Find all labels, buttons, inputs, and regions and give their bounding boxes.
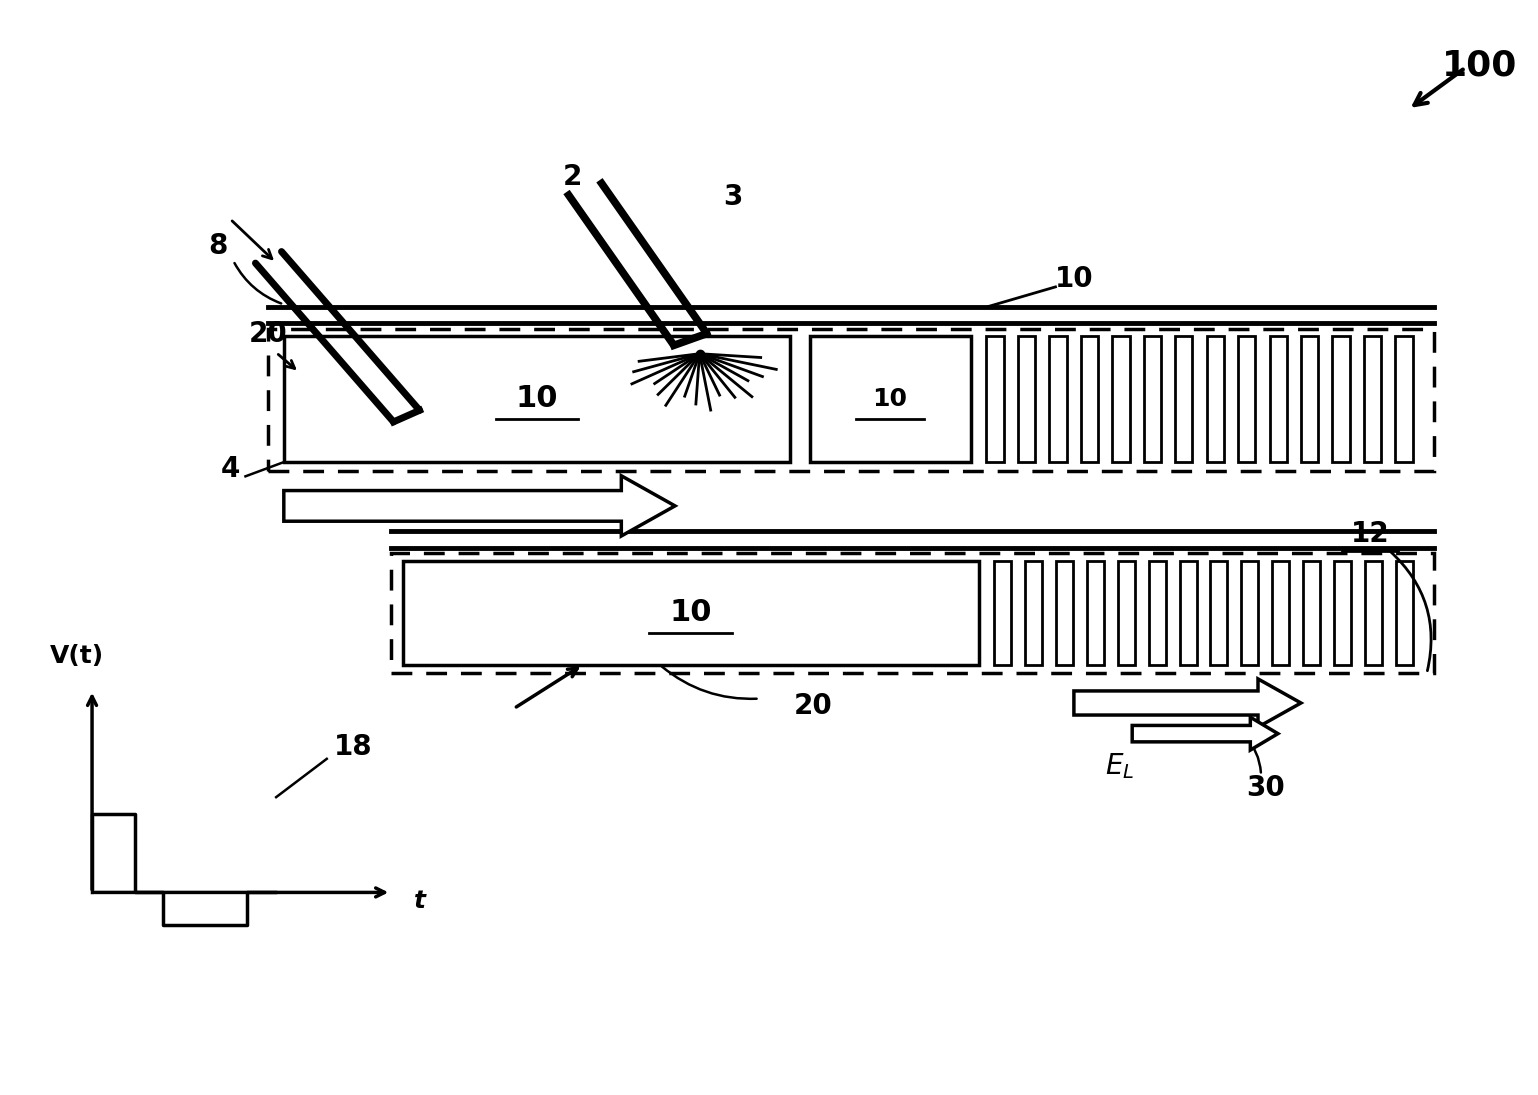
Bar	[1175, 336, 1192, 462]
Text: 20: 20	[794, 692, 832, 721]
Bar	[1241, 561, 1258, 665]
Bar	[1269, 336, 1287, 462]
Bar	[391, 553, 1435, 673]
Text: V(t): V(t)	[49, 644, 103, 668]
Bar	[1087, 561, 1104, 665]
Text: 30: 30	[1246, 774, 1286, 803]
Bar	[1395, 336, 1412, 462]
Text: t: t	[414, 889, 426, 913]
Bar	[1272, 561, 1289, 665]
Bar	[1332, 336, 1350, 462]
Text: 18: 18	[334, 733, 372, 761]
Text: 20: 20	[249, 320, 288, 348]
Bar	[1081, 336, 1098, 462]
Bar	[1112, 336, 1129, 462]
Bar	[403, 561, 978, 665]
FancyArrow shape	[1074, 679, 1301, 727]
Bar	[1364, 561, 1383, 665]
Bar	[1180, 561, 1197, 665]
Bar	[1118, 561, 1135, 665]
Text: 10: 10	[515, 384, 558, 413]
Bar	[1018, 336, 1035, 462]
Text: 10: 10	[872, 387, 907, 411]
Bar	[1301, 336, 1318, 462]
Bar	[269, 328, 1435, 471]
Bar	[1144, 336, 1161, 462]
Text: 8: 8	[208, 232, 228, 261]
FancyArrow shape	[285, 476, 675, 537]
Text: 10: 10	[1055, 265, 1094, 293]
Bar	[1149, 561, 1166, 665]
Bar	[1207, 336, 1224, 462]
Text: 4: 4	[220, 454, 240, 483]
Bar	[1049, 336, 1067, 462]
Bar	[1397, 561, 1413, 665]
Text: 10: 10	[669, 598, 712, 626]
Bar	[1057, 561, 1074, 665]
Bar	[1303, 561, 1320, 665]
Bar	[285, 336, 791, 462]
Text: $E_L$: $E_L$	[1106, 751, 1135, 782]
Bar	[1333, 561, 1350, 665]
Bar	[1364, 336, 1381, 462]
Text: 2: 2	[563, 163, 581, 192]
FancyArrow shape	[1132, 717, 1278, 750]
Bar	[986, 336, 1004, 462]
Text: 3: 3	[724, 183, 743, 211]
Bar	[1024, 561, 1043, 665]
Bar	[994, 561, 1010, 665]
Text: 100: 100	[1443, 48, 1518, 83]
Bar	[1238, 336, 1255, 462]
Bar	[1210, 561, 1227, 665]
Bar	[811, 336, 970, 462]
Text: 12: 12	[1350, 520, 1389, 549]
